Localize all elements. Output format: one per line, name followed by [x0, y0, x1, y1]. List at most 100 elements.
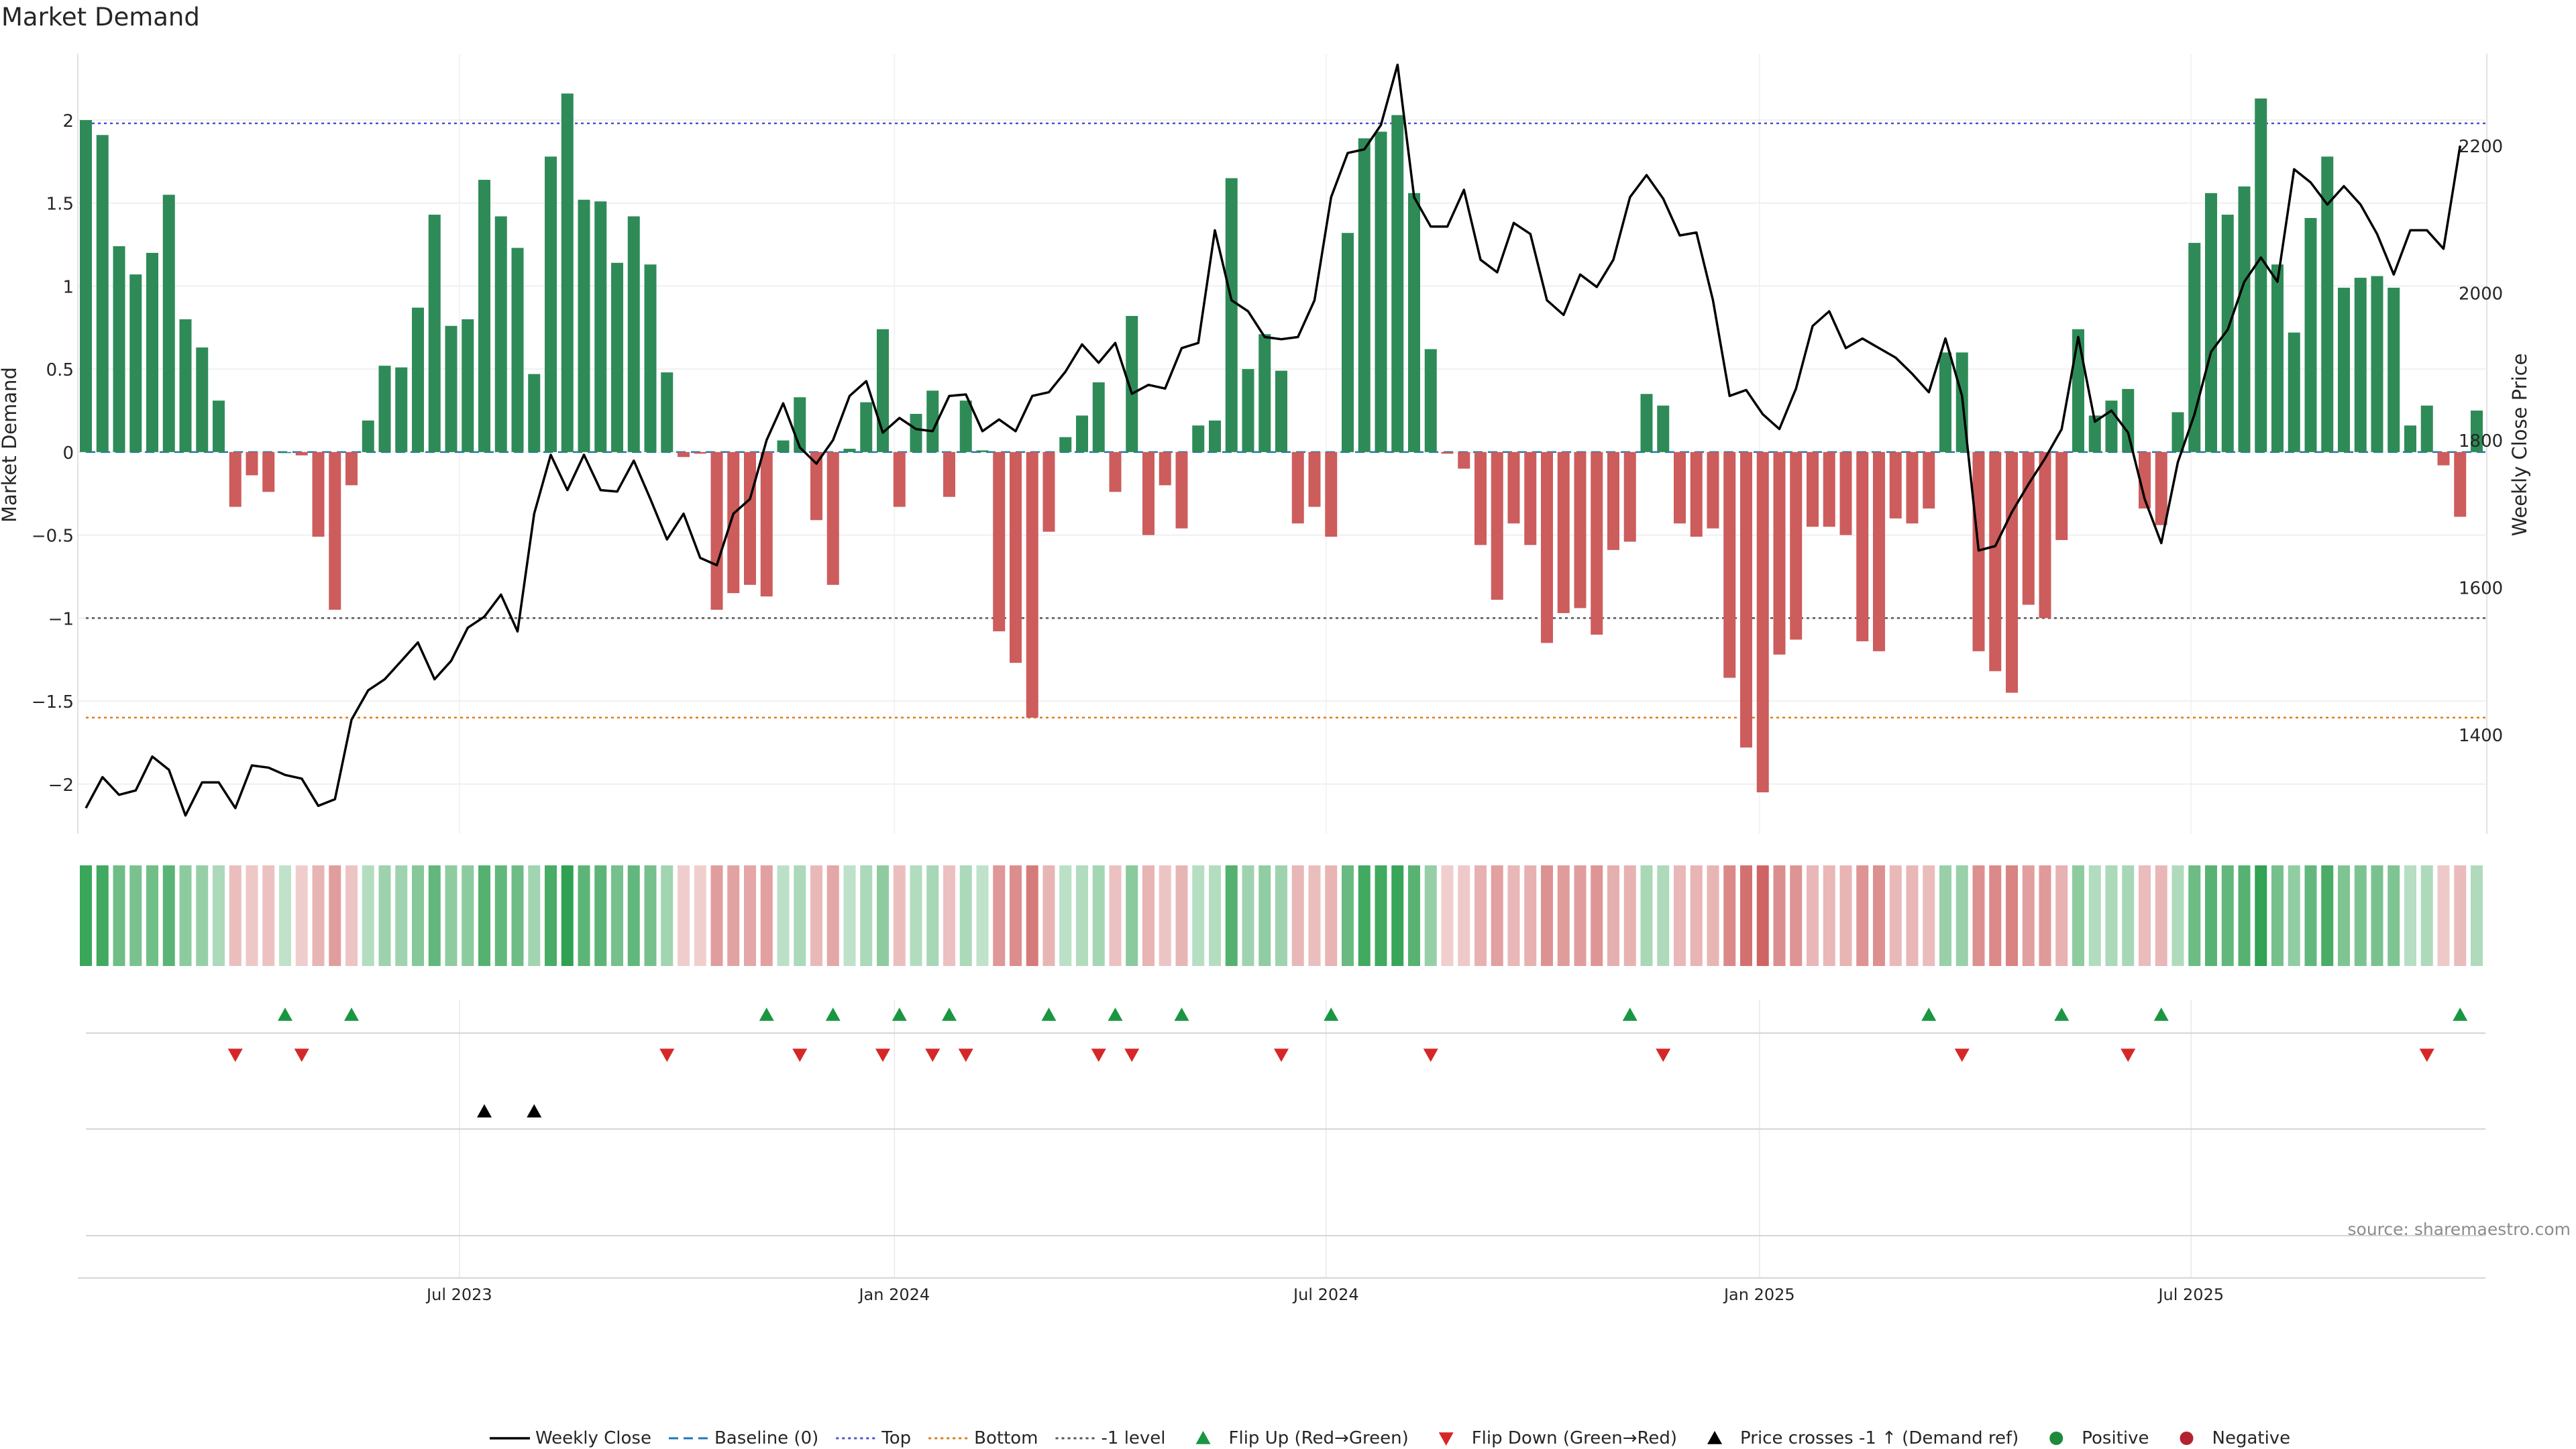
flip-up-marker — [1041, 1008, 1057, 1021]
heat-strip-cell — [1375, 865, 1387, 966]
y-axis-ticks: 2 1.5 1 0.5 0 −0.5 −1 −1.5 −2 — [32, 111, 74, 796]
demand-bar — [329, 451, 341, 610]
heat-strip-cell — [428, 865, 441, 966]
demand-bar — [644, 264, 657, 452]
demand-bar — [2288, 332, 2300, 452]
heat-strip-cell — [2354, 865, 2367, 966]
axes — [77, 54, 2487, 1279]
heat-strip-cell — [2088, 865, 2101, 966]
demand-bar — [1258, 334, 1271, 452]
heat-strip-cell — [2271, 865, 2284, 966]
legend-item: Positive — [2049, 1428, 2149, 1448]
demand-bar — [2122, 388, 2135, 452]
heat-strip-cell — [943, 865, 955, 966]
heat-strip-cell — [1607, 865, 1619, 966]
x-tick-label: Jan 2025 — [1723, 1285, 1795, 1304]
heat-strip-cell — [1042, 865, 1055, 966]
demand-bar — [1126, 315, 1138, 452]
demand-bar — [129, 274, 142, 452]
demand-bar — [345, 451, 358, 486]
heat-strip-cell — [1491, 865, 1503, 966]
heat-strip-cell — [1209, 865, 1221, 966]
demand-bar — [1325, 451, 1338, 537]
demand-bar — [2420, 405, 2433, 452]
demand-bar — [826, 451, 839, 585]
legend-label: -1 level — [1102, 1428, 1166, 1448]
legend: Weekly Close Baseline (0) Top Bottom -1 leve… — [490, 1428, 2290, 1448]
heat-strip-cell — [1391, 865, 1404, 966]
heat-strip-cell — [2055, 865, 2068, 966]
price-cross-marker — [527, 1104, 542, 1118]
heat-strip-cell — [329, 865, 341, 966]
heat-strip-cell — [462, 865, 474, 966]
legend-label: Weekly Close — [535, 1428, 651, 1448]
heat-strip-cell — [1059, 865, 1072, 966]
legend-label: Price crosses -1 ↑ (Demand ref) — [1740, 1428, 2019, 1448]
heat-strip-cell — [2238, 865, 2251, 966]
demand-bar — [1989, 451, 2002, 672]
heat-strip-cell — [262, 865, 275, 966]
demand-bar — [2205, 193, 2217, 452]
legend-item: Baseline (0) — [668, 1428, 818, 1448]
demand-bar — [777, 440, 790, 452]
flip-up-marker — [2153, 1008, 2169, 1021]
demand-bar — [113, 246, 125, 452]
heat-strip-cell — [976, 865, 989, 966]
heat-strip — [80, 865, 2483, 966]
event-markers — [227, 1008, 2468, 1118]
demand-bar — [2404, 425, 2416, 452]
demand-bar — [1607, 451, 1619, 550]
heat-strip-cell — [2171, 865, 2184, 966]
heat-strip-cell — [229, 865, 241, 966]
x-tick-label: Jul 2024 — [1292, 1285, 1359, 1304]
legend-label: Baseline (0) — [714, 1428, 818, 1448]
demand-bar — [2006, 451, 2018, 693]
demand-bar — [1159, 451, 1171, 486]
heat-strip-cell — [2454, 865, 2467, 966]
flip-down-marker — [227, 1049, 243, 1062]
demand-bar — [1010, 451, 1022, 663]
flip-down-marker — [659, 1049, 675, 1062]
heat-strip-cell — [1657, 865, 1670, 966]
y2-tick-label: 1600 — [2459, 578, 2503, 598]
heat-strip-cell — [1856, 865, 1869, 966]
demand-bar — [993, 451, 1006, 632]
heat-strip-cell — [860, 865, 873, 966]
heat-strip-cell — [1258, 865, 1271, 966]
heat-strip-cell — [1623, 865, 1636, 966]
demand-bar — [959, 400, 972, 452]
flip-down-marker — [2121, 1049, 2136, 1062]
heat-strip-cell — [528, 865, 541, 966]
heat-strip-cell — [1906, 865, 1919, 966]
demand-bar — [295, 451, 308, 455]
y2-tick-label: 1800 — [2459, 431, 2503, 451]
heat-strip-cell — [1723, 865, 1736, 966]
heat-strip-cell — [893, 865, 906, 966]
heat-strip-cell — [2205, 865, 2217, 966]
demand-bar — [1640, 394, 1653, 452]
heat-strip-cell — [345, 865, 358, 966]
heat-strip-cell — [760, 865, 773, 966]
demand-bar — [1856, 451, 1869, 641]
heat-strip-cell — [710, 865, 723, 966]
y2-axis-label: Weekly Close Price — [2508, 354, 2531, 537]
legend-label: Positive — [2082, 1428, 2149, 1448]
heat-strip-cell — [179, 865, 192, 966]
flip-up-marker — [1324, 1008, 1339, 1021]
heat-strip-cell — [2321, 865, 2334, 966]
legend-item: Bottom — [928, 1428, 1038, 1448]
heat-strip-cell — [1955, 865, 1968, 966]
flip-up-marker — [278, 1008, 292, 1021]
heat-strip-cell — [1989, 865, 2002, 966]
y2-tick-label: 2200 — [2459, 137, 2503, 157]
heat-strip-cell — [826, 865, 839, 966]
y-tick-label: 0.5 — [46, 360, 74, 380]
flip-down-marker — [2419, 1049, 2434, 1062]
flip-up-marker — [344, 1008, 359, 1021]
heat-strip-cell — [246, 865, 258, 966]
demand-bar — [1507, 451, 1520, 524]
flip-down-marker — [294, 1049, 309, 1062]
price-cross-marker — [477, 1104, 492, 1118]
heat-strip-cell — [80, 865, 92, 966]
legend-item: Flip Down (Green→Red) — [1438, 1428, 1677, 1448]
